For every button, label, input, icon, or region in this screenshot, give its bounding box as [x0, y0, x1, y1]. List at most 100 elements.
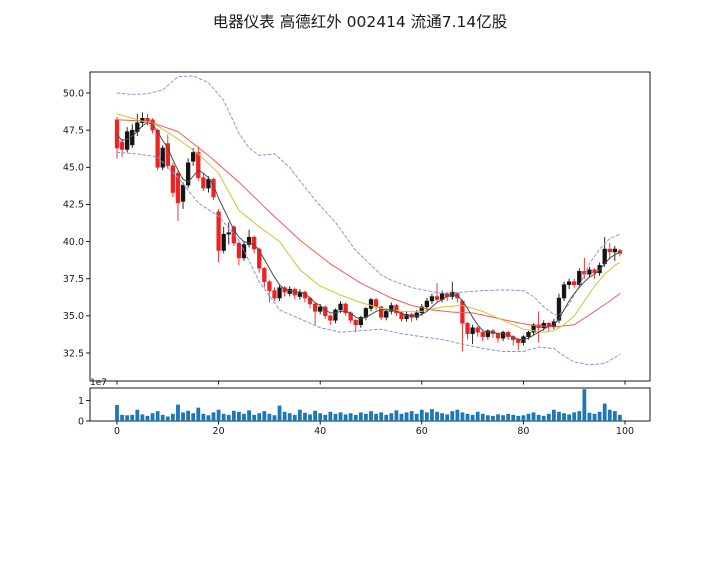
candle-body: [175, 172, 181, 204]
candle: [257, 247, 262, 273]
price-tick-label: 40.0: [63, 237, 84, 248]
ma-fast-line: [116, 122, 621, 341]
candle-body: [379, 306, 384, 318]
candle: [262, 266, 267, 288]
volume-bar: [485, 415, 490, 421]
volume-bar: [176, 404, 180, 421]
volume-bar: [536, 414, 541, 421]
volume-bar: [277, 405, 282, 421]
volume-bar: [135, 409, 140, 421]
volume-bar: [602, 403, 607, 421]
candle-body: [196, 152, 201, 178]
candle: [490, 329, 496, 339]
volume-bar: [358, 412, 363, 421]
volume-bar: [262, 411, 267, 421]
candle-body: [201, 177, 206, 189]
candle-body: [572, 281, 577, 285]
candle: [566, 278, 572, 290]
volume-bar: [399, 413, 404, 421]
candle: [480, 330, 485, 342]
candle: [246, 229, 252, 248]
candle-body: [353, 320, 358, 326]
volume-bar: [125, 415, 130, 421]
candle-body: [465, 323, 470, 334]
candle-body: [262, 268, 267, 282]
candle-body: [592, 269, 597, 274]
candle: [475, 326, 480, 337]
price-tick-label: 35.0: [63, 311, 84, 322]
volume-bar: [424, 412, 429, 421]
volume-bar: [145, 415, 150, 421]
volume-bar: [597, 411, 602, 421]
volume-bar: [618, 414, 622, 421]
volume-bar: [592, 413, 597, 421]
candle: [450, 281, 455, 300]
candle: [272, 287, 277, 301]
volume-bar: [445, 414, 450, 421]
volume-bar: [353, 414, 358, 421]
candle: [561, 281, 567, 301]
x-tick-label: 0: [114, 426, 120, 437]
candle-body: [333, 309, 338, 321]
candle-body: [130, 129, 135, 146]
volume-bar: [292, 414, 297, 421]
price-panel: 50.0 47.5 45.0 42.5 40.0 37.5 35.0 32.5: [63, 71, 651, 385]
candle: [165, 134, 170, 169]
volume-bar: [364, 413, 368, 421]
x-tick-label: 80: [517, 426, 529, 437]
candle-body: [119, 141, 125, 150]
volume-bar: [115, 405, 119, 421]
volume-bar: [211, 412, 216, 421]
volume-bar: [557, 411, 561, 421]
volume-bar: [130, 414, 135, 421]
candle: [185, 158, 191, 189]
candle-body: [566, 281, 572, 285]
volume-bar: [587, 412, 592, 421]
volume-bar: [216, 409, 221, 421]
candle: [201, 173, 206, 192]
candle-body: [495, 333, 501, 339]
candle: [119, 139, 125, 157]
volume-bar: [338, 412, 343, 421]
volume-tick-label: 0: [78, 416, 84, 427]
volume-bar: [308, 414, 312, 421]
candle: [267, 280, 272, 303]
volume-scale-label: 1e7: [90, 378, 107, 388]
candle: [612, 246, 617, 261]
ma-slow-line: [116, 119, 621, 328]
candle: [125, 127, 130, 153]
candle: [384, 308, 389, 321]
volume-bar: [389, 413, 394, 421]
candle: [160, 144, 165, 171]
volume-bar: [165, 416, 170, 421]
candle-body: [384, 311, 389, 318]
candle-body: [368, 299, 374, 309]
price-tick-label: 45.0: [63, 163, 84, 174]
volume-bar: [511, 414, 516, 421]
volume-bar: [465, 413, 470, 421]
candle-body: [211, 178, 216, 198]
candle: [333, 308, 338, 324]
candle: [363, 306, 369, 321]
volume-bar: [155, 411, 160, 421]
candle: [302, 290, 308, 303]
candle: [373, 298, 379, 310]
candle-body: [226, 232, 231, 235]
volume-bar: [419, 409, 424, 421]
volume-bar: [384, 414, 389, 421]
candle-body: [434, 296, 440, 300]
bollinger-lower-line: [116, 151, 621, 366]
x-tick-label: 60: [416, 426, 428, 437]
candle-body: [577, 271, 582, 285]
candle: [236, 241, 242, 266]
candle: [196, 146, 201, 181]
candle: [353, 318, 358, 333]
volume-bar: [531, 412, 536, 421]
candle-body: [500, 331, 506, 339]
candle: [180, 182, 186, 209]
volume-bar: [328, 411, 333, 421]
volume-bar: [257, 413, 262, 421]
candle-body: [541, 323, 546, 328]
volume-bar: [394, 410, 399, 421]
